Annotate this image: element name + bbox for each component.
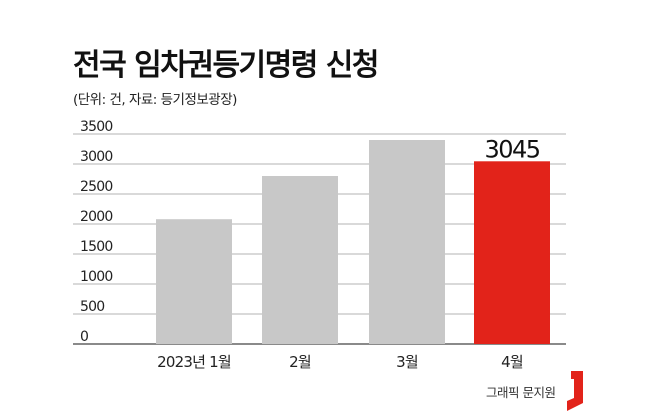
y-tick-label: 0 [80, 329, 88, 345]
data-labels: 3045 [484, 135, 541, 163]
y-tick-labels: 0 500 1000 1500 2000 2500 3000 3500 [80, 119, 113, 345]
data-label-highlight: 3045 [484, 135, 539, 163]
y-tick-label: 3000 [80, 149, 112, 165]
bar-3 [369, 140, 445, 344]
graphic-credit: 그래픽 문지원 [486, 385, 556, 400]
brand-logo-icon [567, 371, 583, 411]
x-tick-label: 2023년 1월 [157, 353, 231, 371]
y-tick-label: 2500 [80, 179, 112, 195]
chart-subtitle: (단위: 건, 자료: 등기정보광장) [73, 92, 237, 108]
bar-1 [156, 219, 232, 344]
bars [156, 140, 550, 344]
y-tick-label: 2000 [80, 209, 112, 225]
bar-4 [474, 161, 550, 344]
y-tick-label: 3500 [80, 119, 112, 135]
x-tick-label: 3월 [396, 353, 418, 371]
bar-2 [262, 176, 338, 344]
x-tick-label: 4월 [501, 353, 523, 371]
x-tick-labels: 2023년 1월 2월 3월 4월 [157, 353, 524, 371]
y-tick-label: 1500 [80, 239, 112, 255]
y-tick-label: 1000 [80, 269, 112, 285]
chart-title: 전국 임차권등기명령 신청 [73, 48, 380, 83]
logo-mark [567, 371, 583, 411]
y-tick-label: 500 [80, 299, 104, 315]
x-tick-label: 2월 [289, 353, 311, 371]
